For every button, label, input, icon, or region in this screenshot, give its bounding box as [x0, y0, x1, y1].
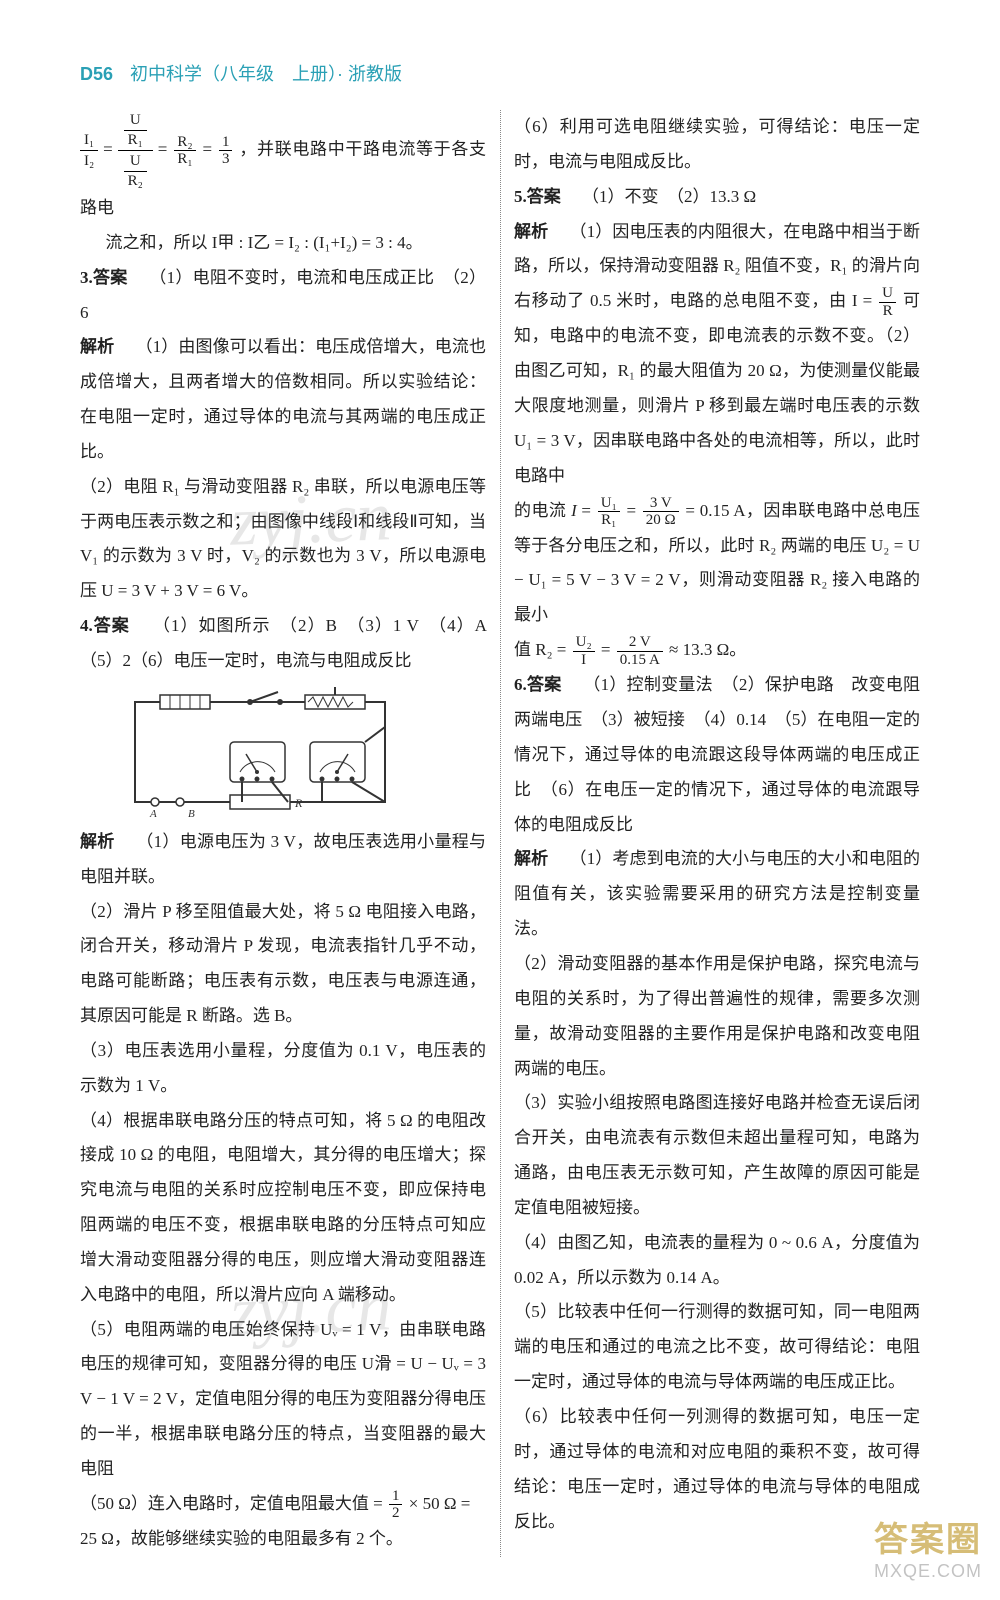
page: D56 初中科学（八年级 上册）· 浙教版 I₁ I₂ = U R₁ U — [0, 0, 1000, 1600]
q4-expl: 解析 （1）电源电压为 3 V，故电压表选用小量程与电阻并联。 — [80, 825, 486, 895]
q6-p2: （2）滑动变阻器的基本作用是保护电路，探究电流与电阻的关系时，为了得出普遍性的规… — [514, 947, 920, 1086]
q4-p5a: （5）电阻两端的电压始终保持 Uᵥ = 1 V，由串联电路电压的规律可知，变阻器… — [80, 1313, 486, 1487]
frac-U2I: U₂ I — [573, 634, 595, 668]
q3-p2: （2）电阻 R₁ 与滑动变阻器 R₂ 串联，所以电源电压等于两电压表示数之和；由… — [80, 470, 486, 609]
q6-expl-label: 解析 — [514, 849, 548, 868]
logo-url: MXQE.COM — [874, 1561, 982, 1582]
svg-text:A: A — [149, 808, 157, 817]
q3-label: 3.答案 — [80, 268, 128, 287]
q6-expl: 解析 （1）考虑到电流的大小与电压的大小和电阻的阻值有关，该实验需要采用的研究方… — [514, 842, 920, 947]
frac-U1R1: U₁ R₁ — [598, 495, 620, 529]
svg-text:R: R — [294, 796, 303, 810]
q6-p3: （3）实验小组按照电路图连接好电路并检查无误后闭合开关，由电流表有示数但未超出量… — [514, 1086, 920, 1225]
q3-expl-label: 解析 — [80, 337, 114, 356]
r-top: （6）利用可选电阻继续实验，可得结论：电压一定时，电流与电阻成反比。 — [514, 110, 920, 180]
q4-expl-label: 解析 — [80, 832, 115, 851]
frac-half: 1 2 — [389, 1488, 403, 1522]
q4-p4: （4）根据串联电路分压的特点可知，将 5 Ω 的电阻改接成 10 Ω 的电阻，电… — [80, 1104, 486, 1313]
frac-I1I2: I₁ I₂ — [80, 130, 98, 171]
content-columns: I₁ I₂ = U R₁ U R₂ = — [80, 110, 920, 1557]
circuit-diagram: R A B — [120, 687, 400, 817]
q5-expl: 解析 （1）因电压表的内阻很大，在电路中相当于断路，所以，保持滑动变阻器 R₂ … — [514, 215, 920, 494]
frac-13: 1 3 — [219, 134, 233, 168]
q4-p5c: 25 Ω，故能够继续实验的电阻最多有 2 个。 — [80, 1522, 486, 1557]
frac-nested: U R₁ U R₂ — [118, 110, 153, 191]
page-header: D56 初中科学（八年级 上册）· 浙教版 — [80, 60, 920, 86]
logo-text: 答案圈 — [874, 1512, 982, 1561]
corner-logo: 答案圈 MXQE.COM — [874, 1512, 982, 1582]
q4-p3: （3）电压表选用小量程，分度值为 0.1 V，电压表的示数为 1 V。 — [80, 1034, 486, 1104]
frac-3V20: 3 V 20 Ω — [643, 495, 679, 529]
svg-text:B: B — [188, 808, 195, 817]
q4-p5b: （50 Ω）连入电路时，定值电阻最大值 = 1 2 × 50 Ω = — [80, 1487, 486, 1522]
q4-label: 4.答案 — [80, 616, 130, 635]
q5-p2: 的电流 I = U₁ R₁ = 3 V 20 Ω = 0.15 A，因串联电路中… — [514, 494, 920, 634]
page-number: D56 — [80, 64, 113, 84]
q5-p3: 值 R₂ = U₂ I = 2 V 0.15 A ≈ 13.3 Ω。 — [514, 633, 920, 668]
eq1-cont: 流之和，所以 I甲 : I乙 = I₂ : (I₁+I₂) = 3 : 4。 — [80, 226, 486, 261]
q3: 3.答案 （1）电阻不变时，电流和电压成正比 （2）6 — [80, 261, 486, 331]
frac-R2R1: R₂ R₁ — [174, 134, 195, 168]
q6-p5: （5）比较表中任何一行测得的数据可知，同一电阻两端的电压和通过的电流之比不变，故… — [514, 1295, 920, 1400]
q5-expl-label: 解析 — [514, 222, 548, 241]
q6-p6: （6）比较表中任何一列测得的数据可知，电压一定时，通过导体的电流和对应电阻的乘积… — [514, 1400, 920, 1539]
q4-p2: （2）滑片 P 移至阻值最大处，将 5 Ω 电阻接入电路，闭合开关，移动滑片 P… — [80, 895, 486, 1034]
q3-expl: 解析 （1）由图像可以看出：电压成倍增大，电流也成倍增大，且两者增大的倍数相同。… — [80, 330, 486, 469]
q4-answer: （1）如图所示 （2）B （3）1 V （4）A （5）2（6）电压一定时，电流… — [80, 616, 503, 670]
equation-line: I₁ I₂ = U R₁ U R₂ = — [80, 110, 486, 226]
q6-p4: （4）由图乙知，电流表的量程为 0 ~ 0.6 A，分度值为 0.02 A，所以… — [514, 1226, 920, 1296]
q5: 5.答案 （1）不变 （2）13.3 Ω — [514, 180, 920, 215]
q5-answer: （1）不变 （2）13.3 Ω — [582, 187, 756, 206]
q3-answer: （1）电阻不变时，电流和电压成正比 （2）6 — [80, 268, 486, 322]
q6: 6.答案 （1）控制变量法 （2）保护电路 改变电阻两端电压 （3）被短接 （4… — [514, 668, 920, 842]
q6-label: 6.答案 — [514, 675, 562, 694]
page-title: 初中科学（八年级 上册）· 浙教版 — [130, 64, 402, 84]
frac-UR: U R — [879, 285, 896, 319]
q4: 4.答案 （1）如图所示 （2）B （3）1 V （4）A （5）2（6）电压一… — [80, 609, 486, 679]
q6-answer: （1）控制变量法 （2）保护电路 改变电阻两端电压 （3）被短接 （4）0.14… — [514, 675, 920, 833]
frac-2V015: 2 V 0.15 A — [617, 634, 663, 668]
q5-label: 5.答案 — [514, 187, 561, 206]
